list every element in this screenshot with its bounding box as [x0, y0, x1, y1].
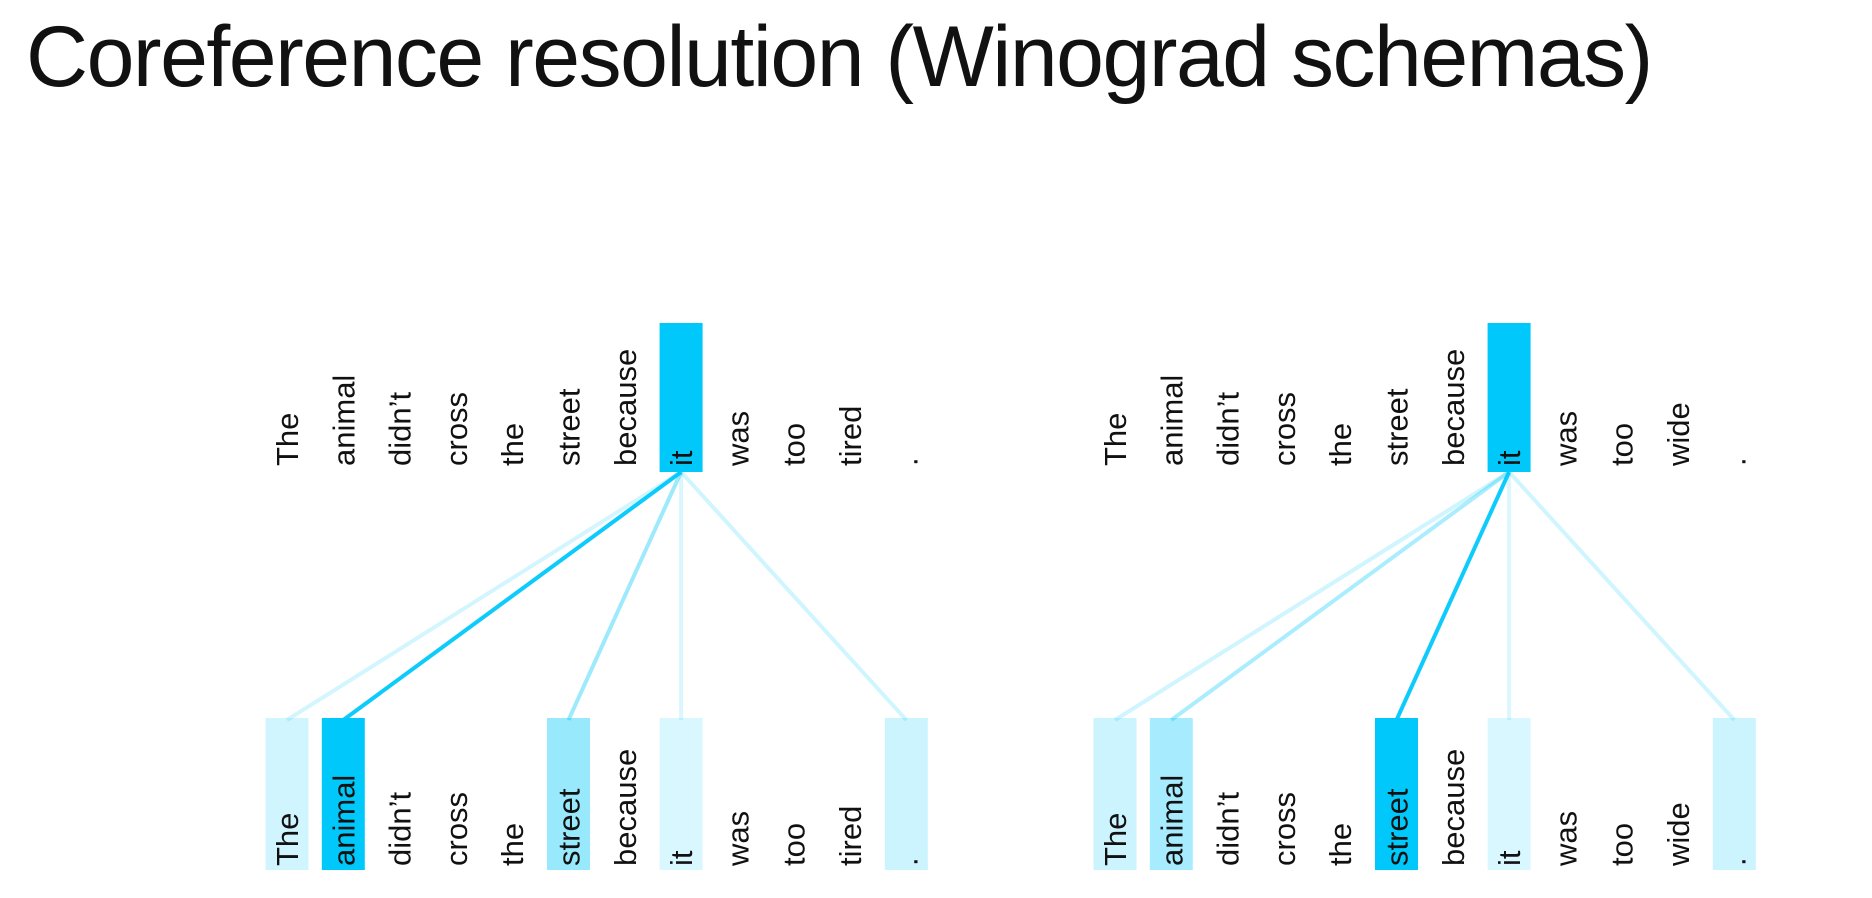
attention-line: [342, 470, 683, 722]
attention-line: [285, 470, 683, 722]
attention-line: [679, 470, 908, 722]
attention-line: [1170, 470, 1511, 722]
attention-weight-box: [1149, 718, 1193, 870]
top-token-label: animal: [1154, 375, 1189, 466]
bottom-token-label: because: [1436, 749, 1471, 866]
bottom-token-label: the: [1323, 823, 1358, 866]
top-token-label: street: [552, 388, 587, 466]
bottom-token-label: tired: [833, 806, 868, 866]
top-token-label: because: [1436, 349, 1471, 466]
attention-weight-box: [547, 718, 590, 870]
top-token-label: animal: [326, 375, 361, 466]
bottom-token-label: street: [552, 788, 587, 866]
top-token-label: cross: [439, 392, 474, 466]
bottom-token-label: street: [1380, 788, 1415, 866]
bottom-token-label: because: [608, 749, 643, 866]
attention-panel-2: The animal didn’t cross the street because it wa…: [1093, 323, 1756, 870]
bottom-token-label: The: [1098, 813, 1133, 866]
top-token-label: the: [1323, 423, 1358, 466]
bottom-token-label: didn’t: [383, 792, 418, 866]
top-token-label: was: [720, 411, 755, 467]
attention-weight-box: [884, 718, 928, 870]
bottom-token-label: animal: [326, 775, 361, 866]
bottom-token-label: the: [495, 823, 530, 866]
attention-line: [1113, 470, 1511, 722]
attention-weight-box: [1712, 718, 1756, 870]
query-token-box: [659, 323, 703, 472]
bottom-token-label: cross: [439, 792, 474, 866]
attention-weight-box: [1375, 718, 1418, 870]
top-token-label: .: [1717, 457, 1752, 466]
top-token-label: it: [1492, 450, 1527, 466]
bottom-token-label: wide: [1661, 802, 1696, 867]
attention-weight-box: [321, 718, 365, 870]
top-token-label: tired: [833, 406, 868, 466]
bottom-token-label: was: [720, 811, 755, 867]
attention-panel-1: The animal didn’t cross the street because it wa…: [265, 323, 928, 870]
top-token-label: cross: [1267, 392, 1302, 466]
bottom-token-label: didn’t: [1211, 792, 1246, 866]
attention-line: [566, 471, 683, 721]
bottom-token-label: .: [1717, 857, 1752, 866]
attention-weight-box: [1093, 718, 1137, 870]
attention-line: [1394, 471, 1511, 721]
bottom-token-label: it: [664, 850, 699, 866]
attention-weight-box: [659, 718, 703, 870]
attention-line: [1507, 470, 1736, 722]
top-token-label: the: [495, 423, 530, 466]
bottom-token-label: animal: [1154, 775, 1189, 866]
attention-weight-box: [265, 718, 309, 870]
top-token-label: too: [777, 423, 812, 466]
bottom-token-label: The: [270, 813, 305, 866]
page-title: Coreference resolution (Winograd schemas…: [26, 9, 1653, 105]
top-token-label: didn’t: [383, 392, 418, 466]
top-token-label: didn’t: [1211, 392, 1246, 466]
top-token-label: wide: [1661, 402, 1696, 467]
top-token-label: .: [889, 457, 924, 466]
bottom-token-label: was: [1548, 811, 1583, 867]
top-token-label: was: [1548, 411, 1583, 467]
top-token-label: it: [664, 450, 699, 466]
top-token-label: The: [1098, 413, 1133, 466]
bottom-token-label: cross: [1267, 792, 1302, 866]
bottom-token-label: too: [777, 823, 812, 866]
top-token-label: too: [1605, 423, 1640, 466]
bottom-token-label: .: [889, 857, 924, 866]
top-token-label: because: [608, 349, 643, 466]
top-token-label: street: [1380, 388, 1415, 466]
bottom-token-label: it: [1492, 850, 1527, 866]
query-token-box: [1487, 323, 1531, 472]
bottom-token-label: too: [1605, 823, 1640, 866]
attention-weight-box: [1487, 718, 1531, 870]
top-token-label: The: [270, 413, 305, 466]
